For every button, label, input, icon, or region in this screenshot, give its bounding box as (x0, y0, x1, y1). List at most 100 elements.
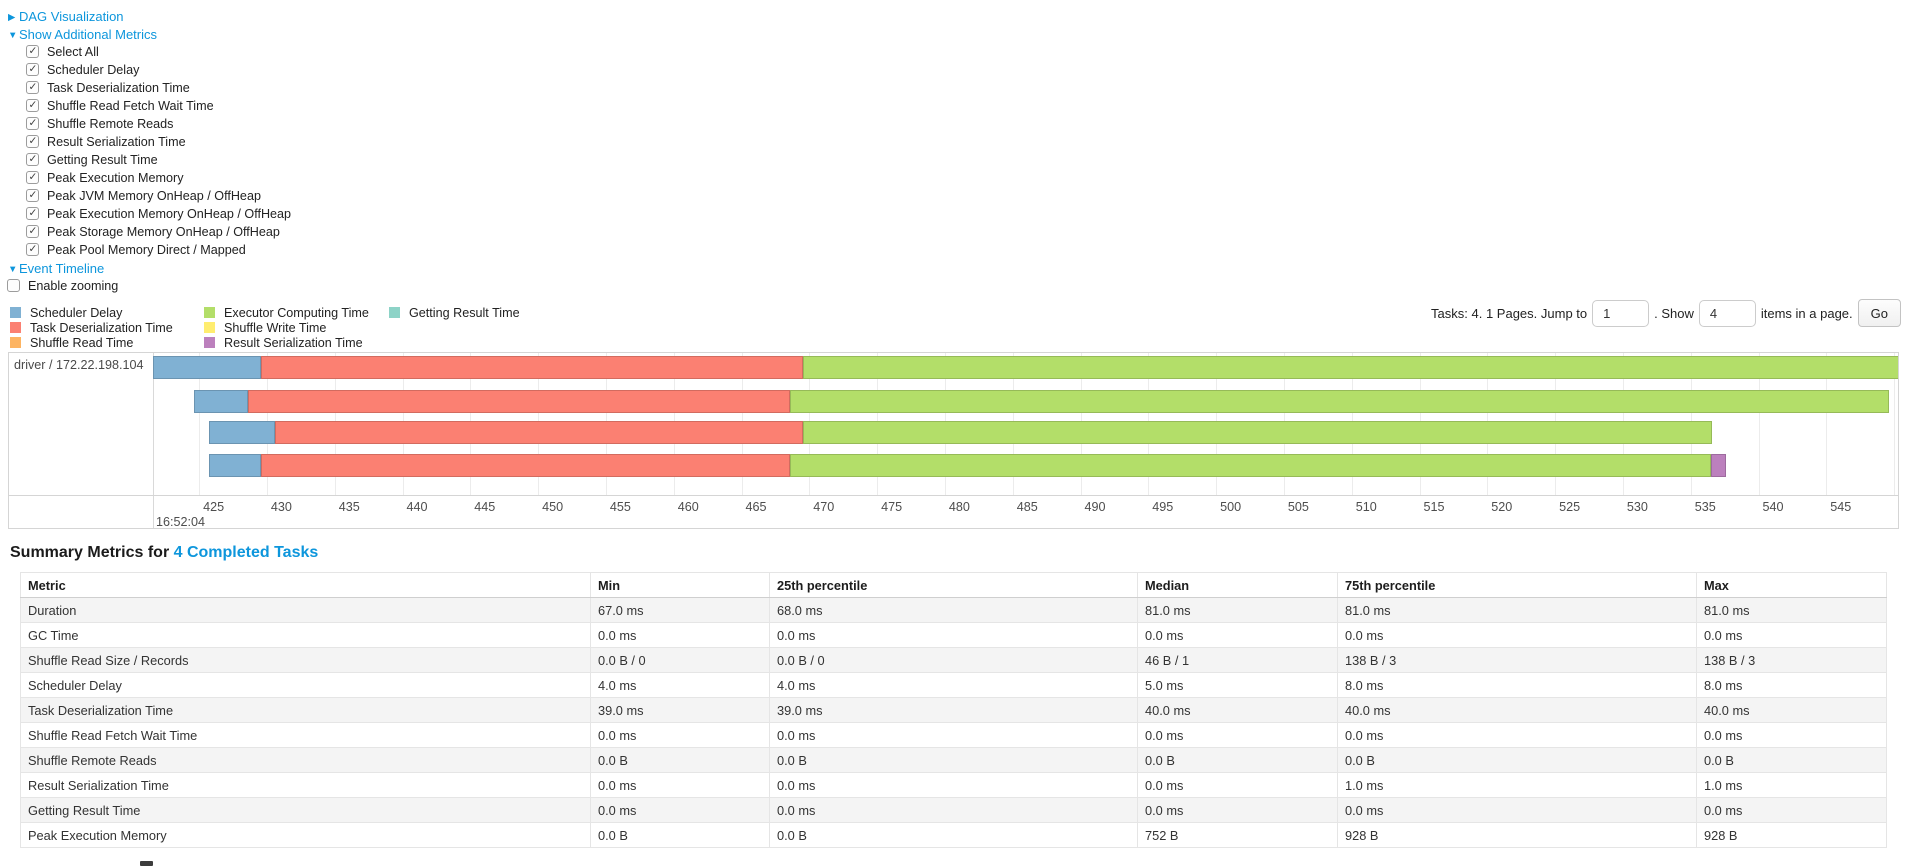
metric-checkbox[interactable] (26, 63, 39, 76)
table-header-cell: Median (1137, 572, 1338, 598)
dag-visualization-toggle[interactable]: ▶ DAG Visualization (8, 9, 124, 24)
axis-tick-label: 490 (1084, 500, 1106, 514)
metric-checkbox-row[interactable]: Task Deserialization Time (26, 81, 190, 97)
axis-tick-label: 435 (338, 500, 360, 514)
metric-checkbox-row[interactable]: Shuffle Read Fetch Wait Time (26, 99, 214, 115)
summary-metrics-heading: Summary Metrics for 4 Completed Tasks (10, 544, 318, 562)
completed-tasks-link[interactable]: 4 Completed Tasks (173, 544, 319, 561)
table-cell: Peak Execution Memory (20, 822, 591, 848)
clipped-content-fragment (140, 861, 153, 866)
legend-item: Shuffle Write Time (204, 321, 389, 336)
legend-label: Executor Computing Time (224, 306, 369, 320)
metric-checkbox-label: Peak JVM Memory OnHeap / OffHeap (47, 189, 261, 203)
table-cell: 0.0 ms (1696, 622, 1887, 648)
axis-divider (9, 495, 1898, 496)
task-bar-segment-task-deserialization[interactable] (247, 390, 791, 413)
table-cell: 68.0 ms (769, 597, 1138, 623)
axis-tick-label: 495 (1152, 500, 1174, 514)
metric-checkbox[interactable] (26, 81, 39, 94)
metric-checkbox-row[interactable]: Scheduler Delay (26, 63, 139, 79)
metric-checkbox-row[interactable]: Peak Execution Memory OnHeap / OffHeap (26, 207, 291, 223)
metric-checkbox[interactable] (26, 243, 39, 256)
table-cell: 0.0 ms (1137, 622, 1338, 648)
enable-zooming-checkbox-row[interactable]: Enable zooming (7, 279, 118, 295)
metric-checkbox-label: Task Deserialization Time (47, 81, 190, 95)
jump-to-page-input[interactable] (1592, 299, 1650, 327)
table-row: Scheduler Delay 4.0 ms 4.0 ms 5.0 ms 8.0 ms 8… (20, 672, 1887, 698)
metric-checkbox-row[interactable]: Shuffle Remote Reads (26, 117, 173, 133)
axis-tick-label: 525 (1559, 500, 1581, 514)
metric-checkbox-row[interactable]: Getting Result Time (26, 153, 158, 169)
metric-checkbox[interactable] (26, 117, 39, 130)
table-cell: 0.0 ms (769, 722, 1138, 748)
metric-checkbox[interactable] (26, 45, 39, 58)
show-additional-metrics-label: Show Additional Metrics (19, 27, 158, 42)
task-bar-segment-scheduler-delay[interactable] (208, 421, 276, 444)
table-cell: Scheduler Delay (20, 672, 591, 698)
items-per-page-input[interactable] (1698, 299, 1756, 327)
metric-checkbox-row[interactable]: Result Serialization Time (26, 135, 186, 151)
metric-checkbox[interactable] (26, 171, 39, 184)
show-additional-metrics-toggle[interactable]: ▼ Show Additional Metrics (8, 27, 157, 42)
event-timeline-toggle[interactable]: ▼ Event Timeline (8, 261, 104, 276)
metric-checkbox-label: Shuffle Read Fetch Wait Time (47, 99, 214, 113)
go-button[interactable]: Go (1857, 299, 1901, 327)
axis-tick-label: 450 (542, 500, 564, 514)
table-cell: 81.0 ms (1137, 597, 1338, 623)
axis-tick-label: 530 (1626, 500, 1648, 514)
metric-checkbox[interactable] (26, 135, 39, 148)
metric-checkbox-row[interactable]: Select All (26, 45, 99, 61)
table-cell: 0.0 B / 0 (590, 647, 770, 673)
metric-checkbox-label: Getting Result Time (47, 153, 158, 167)
metric-checkbox[interactable] (26, 153, 39, 166)
legend-swatch (10, 307, 21, 318)
task-bar-segment-task-deserialization[interactable] (261, 454, 791, 477)
legend-label: Shuffle Read Time (30, 336, 134, 350)
table-cell: 0.0 ms (1137, 722, 1338, 748)
table-cell: 0.0 B (590, 747, 770, 773)
chevron-right-icon: ▶ (8, 12, 16, 23)
table-cell: Task Deserialization Time (20, 697, 591, 723)
task-bar-segment-executor-computing[interactable] (802, 356, 1898, 379)
table-cell: 0.0 ms (1337, 622, 1697, 648)
task-bar-segment-scheduler-delay[interactable] (193, 390, 248, 413)
table-cell: 0.0 ms (590, 797, 770, 823)
metric-checkbox-row[interactable]: Peak Storage Memory OnHeap / OffHeap (26, 225, 280, 241)
table-cell: 0.0 ms (1137, 797, 1338, 823)
metric-checkbox-row[interactable]: Peak Pool Memory Direct / Mapped (26, 243, 246, 259)
axis-tick-label: 550 (1898, 500, 1899, 514)
metric-checkbox[interactable] (26, 99, 39, 112)
enable-zooming-checkbox[interactable] (7, 279, 20, 292)
task-bar-segment-result-serialization[interactable] (1711, 454, 1726, 477)
table-cell: 4.0 ms (590, 672, 770, 698)
table-row: Shuffle Read Fetch Wait Time 0.0 ms 0.0 ms… (20, 722, 1887, 748)
task-bar-segment-executor-computing[interactable] (790, 454, 1712, 477)
task-bar-segment-scheduler-delay[interactable] (208, 454, 262, 477)
metric-checkbox[interactable] (26, 225, 39, 238)
table-row: Peak Execution Memory 0.0 B 0.0 B 752 B 928 … (20, 822, 1887, 848)
task-bar-segment-task-deserialization[interactable] (261, 356, 803, 379)
axis-tick-label: 455 (609, 500, 631, 514)
legend-label: Result Serialization Time (224, 336, 363, 350)
metric-checkbox-row[interactable]: Peak Execution Memory (26, 171, 184, 187)
legend-swatch (204, 307, 215, 318)
task-bar-segment-task-deserialization[interactable] (275, 421, 803, 444)
table-cell: 0.0 B (769, 822, 1138, 848)
legend-item: Result Serialization Time (204, 336, 389, 351)
metric-checkbox[interactable] (26, 207, 39, 220)
task-bar-segment-scheduler-delay[interactable] (153, 356, 262, 379)
metric-checkbox[interactable] (26, 189, 39, 202)
table-cell: 8.0 ms (1337, 672, 1697, 698)
table-cell: 8.0 ms (1696, 672, 1887, 698)
task-bar-segment-executor-computing[interactable] (802, 421, 1713, 444)
legend-item: Shuffle Read Time (10, 336, 204, 351)
metric-checkbox-row[interactable]: Peak JVM Memory OnHeap / OffHeap (26, 189, 261, 205)
table-cell: 0.0 B (1337, 747, 1697, 773)
task-bar-segment-executor-computing[interactable] (790, 390, 1889, 413)
axis-gridline (1894, 353, 1896, 495)
table-cell: 0.0 B (1137, 747, 1338, 773)
table-header-cell: Max (1696, 572, 1887, 598)
summary-metrics-table: Metric Min 25th percentile Median 75th perce… (20, 572, 1887, 848)
table-cell: Shuffle Read Fetch Wait Time (20, 722, 591, 748)
event-timeline-chart: driver / 172.22.198.104 425 430 435 440 445 4… (8, 352, 1899, 529)
